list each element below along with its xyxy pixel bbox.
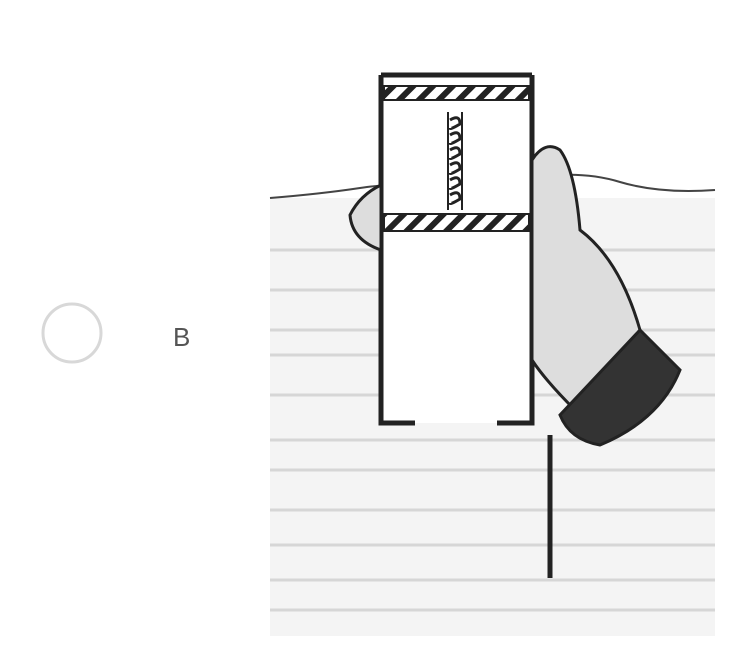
option-label: B (173, 322, 190, 352)
radio-button[interactable] (41, 302, 103, 364)
illustration (269, 72, 716, 636)
